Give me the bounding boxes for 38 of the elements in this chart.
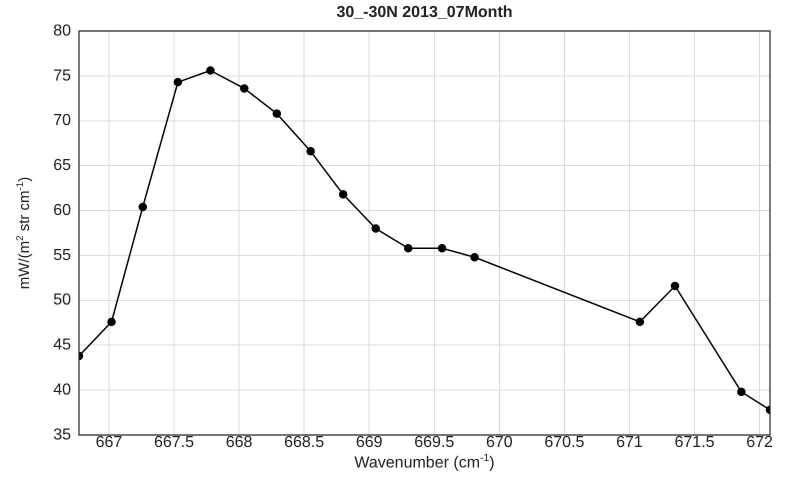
x-tick-label: 668	[226, 434, 253, 452]
y-tick-label: 55	[53, 246, 72, 264]
point	[470, 252, 479, 262]
point	[107, 318, 116, 326]
point	[240, 84, 249, 93]
y-tick-label: 60	[53, 202, 72, 219]
point	[737, 388, 746, 396]
point	[670, 282, 680, 290]
point	[636, 318, 644, 326]
x-tick-label: 670.5	[544, 434, 585, 452]
x-tick-label: 672	[746, 434, 774, 452]
y-tick-label: 45	[53, 336, 72, 354]
y-tick-label: 35	[53, 426, 72, 444]
x-tick-label: 671	[616, 434, 643, 452]
y-tick-label: 80	[53, 22, 72, 40]
x-tick-label: 669	[356, 434, 383, 452]
x-tick-label: 667	[96, 434, 122, 452]
x-tick-label: 671.5	[674, 434, 715, 452]
y-tick-label: 50	[53, 292, 72, 309]
x-tick-label: 668.5	[284, 434, 324, 452]
point	[272, 109, 282, 118]
x-tick-label: 670	[486, 434, 513, 452]
point	[174, 78, 182, 86]
point	[438, 244, 446, 253]
x-axis-title: Wavenumber (cm$^{-1}$)	[353, 453, 496, 472]
point	[306, 147, 315, 156]
chart-title: 30_-30N 2013_07Month	[335, 4, 514, 22]
y-tick-label: 70	[53, 112, 72, 130]
point	[138, 202, 148, 212]
x-tick-label: 669.5	[414, 434, 454, 452]
y-tick-label: 75	[53, 67, 72, 84]
point	[404, 244, 412, 253]
y-tick-label: 65	[53, 157, 72, 174]
point	[371, 224, 380, 233]
y-tick-label: 40	[53, 382, 72, 399]
point	[206, 66, 215, 75]
x-tick-label: 667.5	[154, 434, 194, 452]
point	[338, 190, 348, 199]
